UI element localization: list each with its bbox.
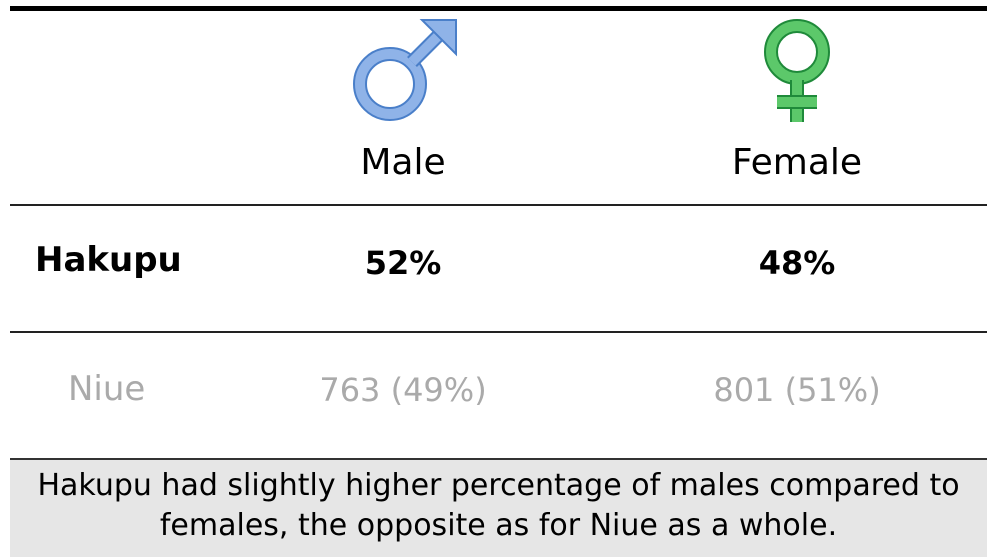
summary-note: Hakupu had slightly higher percentage of… [10,458,987,557]
column-header: Male [360,142,446,183]
row-label: Niue [68,369,146,409]
cell: 801 (51%) [713,371,881,409]
row-rule [10,331,987,333]
cell: 48% [758,244,836,282]
row-label: Hakupu [35,240,182,280]
male-icon [353,19,457,121]
cell: 763 (49%) [319,371,487,409]
top-rule [10,6,987,11]
cell: 52% [364,244,442,282]
column-header: Female [731,142,863,183]
female-icon [764,19,830,122]
row-rule [10,204,987,206]
